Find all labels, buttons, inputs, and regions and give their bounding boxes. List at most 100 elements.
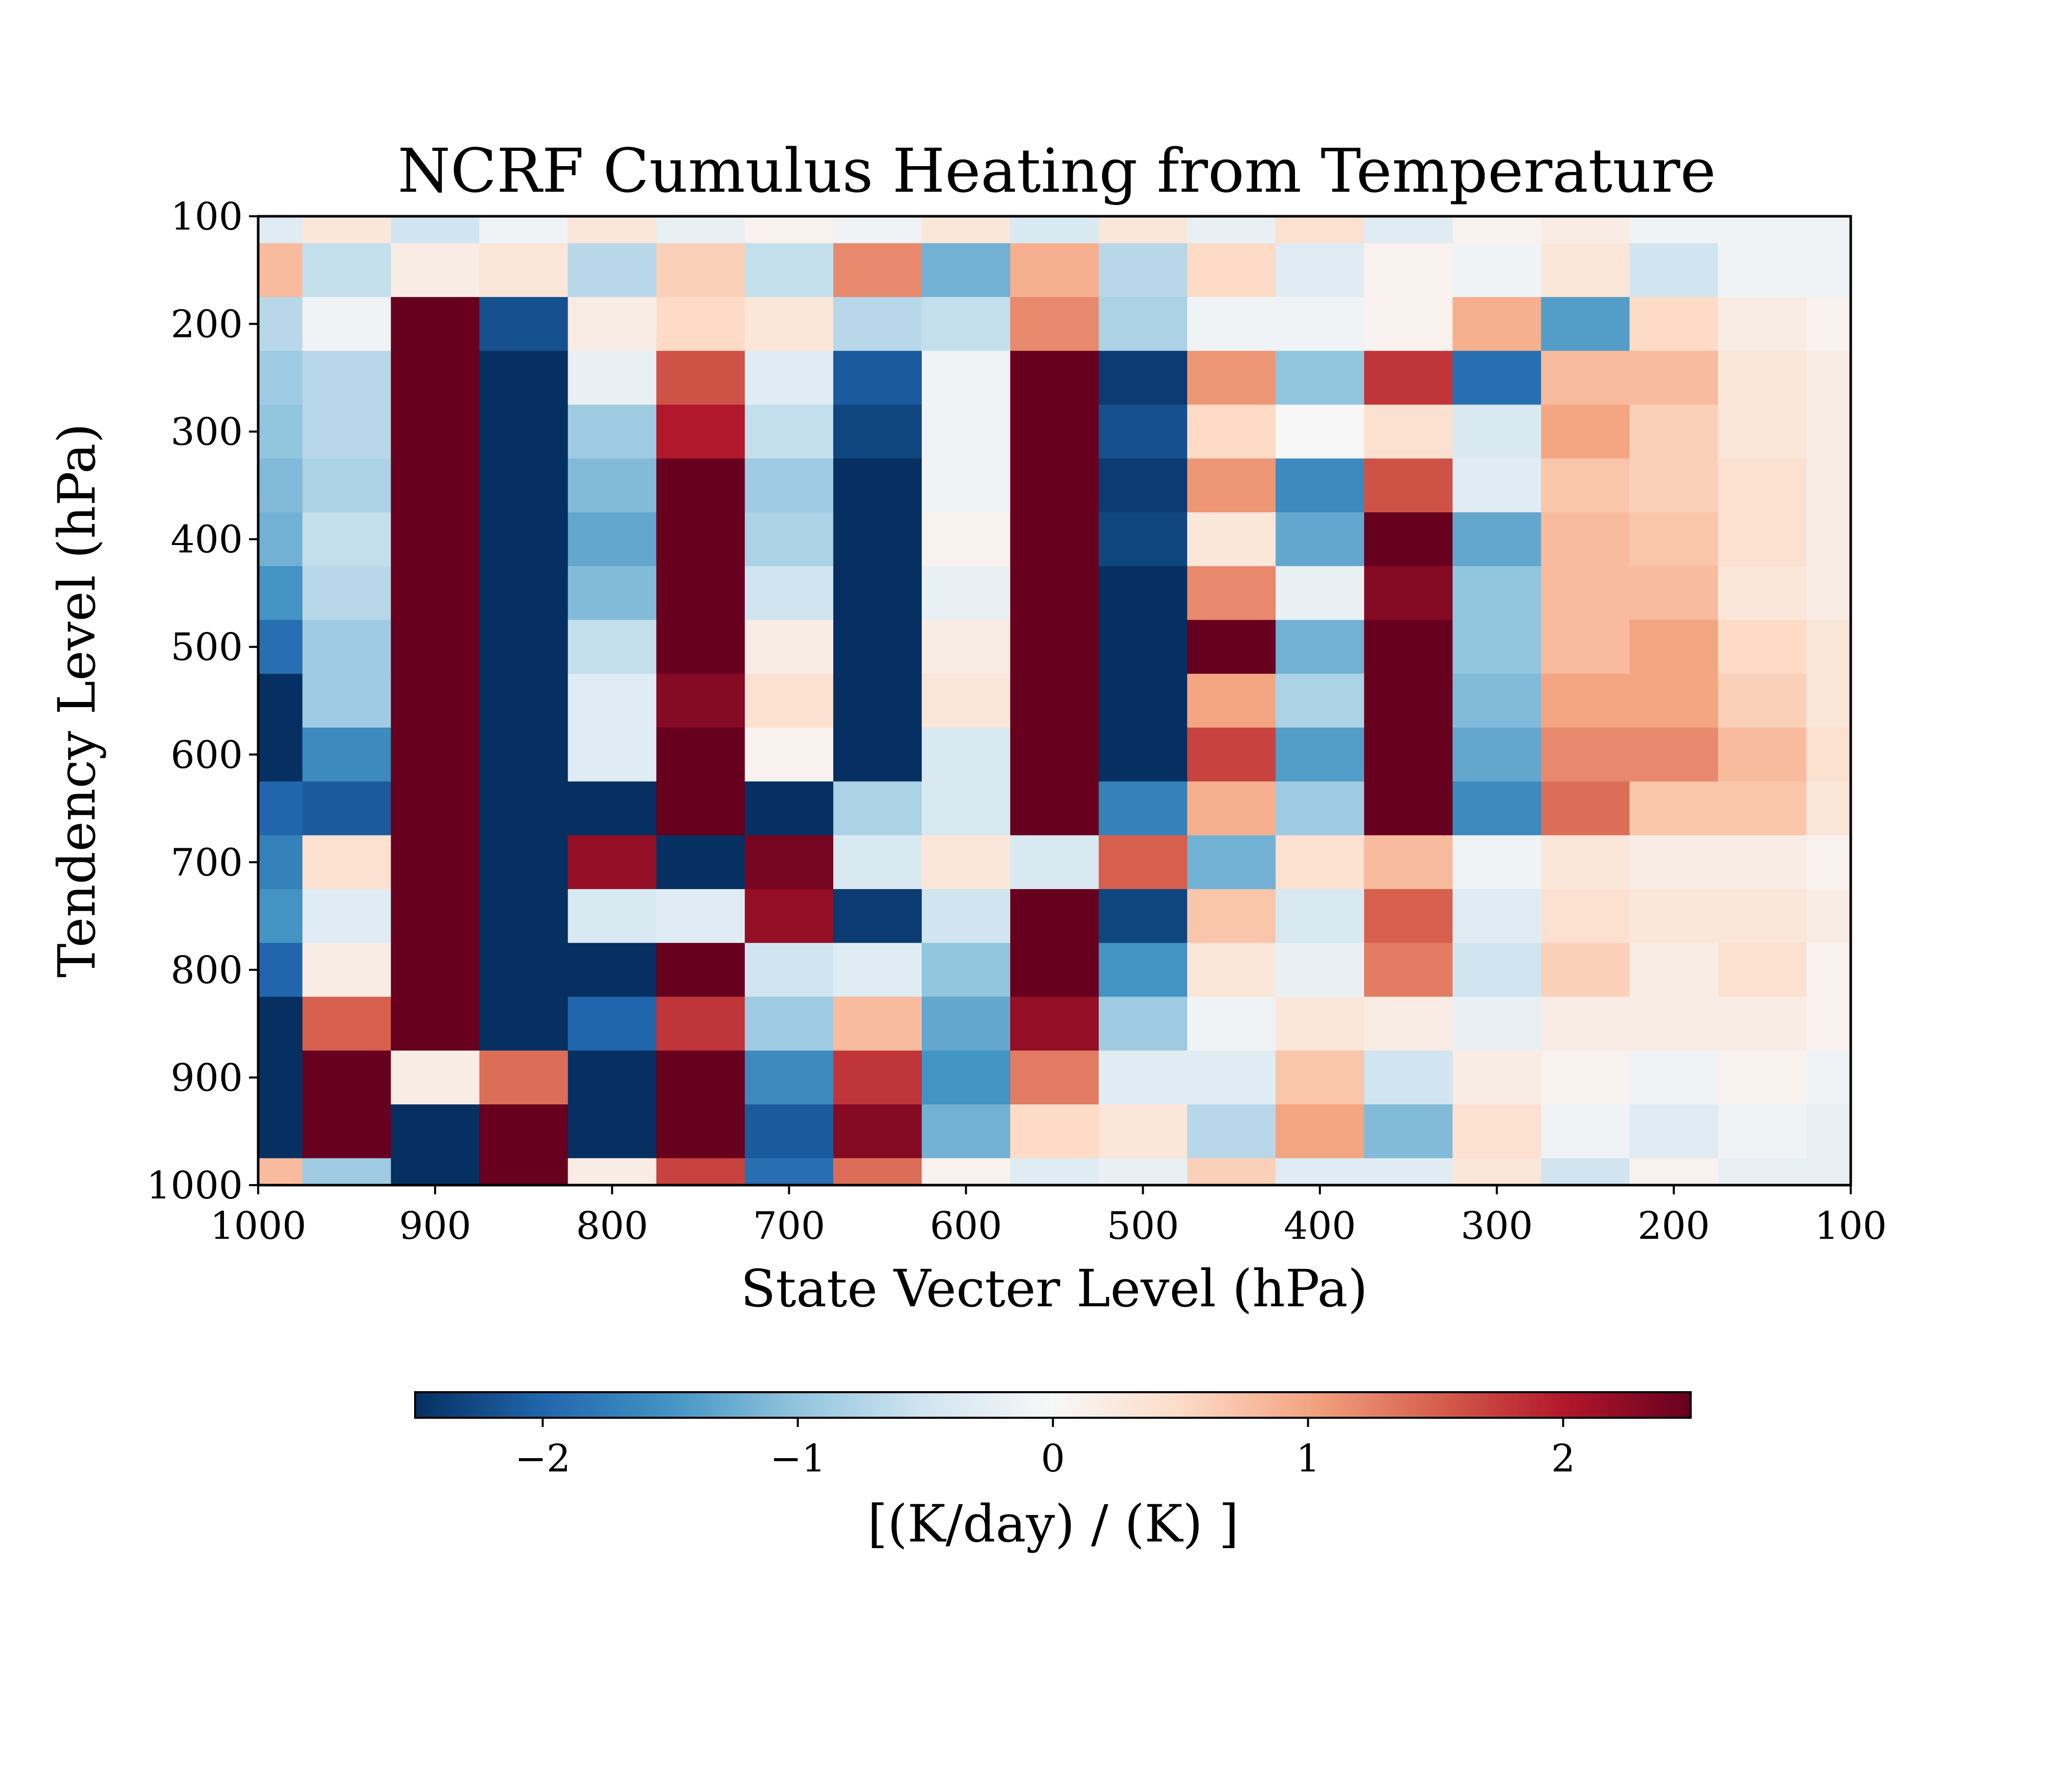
heatmap-cell xyxy=(391,835,480,890)
heatmap-cell xyxy=(391,673,480,728)
heatmap-cell xyxy=(567,1050,657,1105)
heatmap-cell xyxy=(921,512,1011,566)
heatmap-cell xyxy=(1276,404,1365,459)
heatmap-cell xyxy=(833,566,922,621)
heatmap-cell xyxy=(302,351,392,405)
heatmap-cell xyxy=(479,889,569,943)
heatmap-cell xyxy=(833,728,922,782)
heatmap-cell xyxy=(258,781,303,836)
heatmap-cell xyxy=(1099,1104,1188,1159)
heatmap-cell xyxy=(1541,458,1630,513)
heatmap-cell xyxy=(656,351,745,405)
heatmap-cell xyxy=(479,458,569,513)
heatmap-cell xyxy=(1276,512,1365,566)
heatmap-cell xyxy=(744,351,834,405)
heatmap-cell xyxy=(1718,996,1807,1051)
heatmap-cell xyxy=(1629,889,1719,943)
heatmap-cell xyxy=(1187,943,1276,997)
heatmap-cell xyxy=(258,673,303,728)
heatmap-cell xyxy=(1718,728,1807,782)
heatmap-cell xyxy=(1806,1050,1851,1105)
colorbar-tick-label: −2 xyxy=(515,1437,571,1481)
heatmap-cell xyxy=(1187,351,1276,405)
heatmap-cell xyxy=(1806,297,1851,351)
heatmap-cell xyxy=(656,458,745,513)
heatmap-cell xyxy=(258,835,303,890)
heatmap-cell xyxy=(1806,458,1851,513)
x-tick-label: 300 xyxy=(1461,1204,1533,1248)
heatmap-cell xyxy=(656,781,745,836)
heatmap-cell xyxy=(1806,620,1851,674)
heatmap-cell xyxy=(1099,728,1188,782)
heatmap-cell xyxy=(1718,1158,1807,1186)
heatmap-cell xyxy=(833,673,922,728)
heatmap-cell xyxy=(1276,216,1365,244)
heatmap-cell xyxy=(302,996,392,1051)
heatmap-cell xyxy=(1364,458,1453,513)
x-tick-label: 900 xyxy=(399,1204,471,1248)
heatmap-cell xyxy=(258,566,303,621)
heatmap-cell xyxy=(656,943,745,997)
heatmap-cell xyxy=(1364,404,1453,459)
heatmap-cell xyxy=(744,216,834,244)
heatmap-cell xyxy=(833,943,922,997)
heatmap-cell xyxy=(744,781,834,836)
heatmap-cell xyxy=(302,673,392,728)
heatmap-cell xyxy=(391,728,480,782)
y-tick-label: 400 xyxy=(171,518,243,562)
heatmap-cell xyxy=(656,996,745,1051)
heatmap-cell xyxy=(921,728,1011,782)
heatmap-cell xyxy=(1187,458,1276,513)
heatmap-cell xyxy=(567,243,657,298)
heatmap-cell xyxy=(302,243,392,298)
heatmap-cell xyxy=(1187,889,1276,943)
heatmap-cell xyxy=(1364,673,1453,728)
heatmap-cell xyxy=(1187,673,1276,728)
heatmap-cell xyxy=(744,728,834,782)
y-tick-label: 500 xyxy=(171,625,243,669)
y-tick-label: 900 xyxy=(171,1056,243,1100)
heatmap-cell xyxy=(656,404,745,459)
heatmap-cell xyxy=(656,673,745,728)
heatmap-cell xyxy=(479,404,569,459)
heatmap-cell xyxy=(1276,728,1365,782)
heatmap-cell xyxy=(1629,458,1719,513)
heatmap-cell xyxy=(1718,297,1807,351)
heatmap-cell xyxy=(1099,512,1188,566)
heatmap-cell xyxy=(1364,1104,1453,1159)
heatmap-cell xyxy=(656,620,745,674)
heatmap-cell xyxy=(1629,943,1719,997)
heatmap-cell xyxy=(1364,297,1453,351)
heatmap-cell xyxy=(1364,1158,1453,1186)
heatmap-cell xyxy=(1718,781,1807,836)
heatmap-cell xyxy=(921,943,1011,997)
heatmap-cell xyxy=(258,889,303,943)
heatmap-cell xyxy=(744,243,834,298)
heatmap-cell xyxy=(479,943,569,997)
heatmap-cell xyxy=(302,835,392,890)
heatmap-cell xyxy=(1718,673,1807,728)
heatmap-cell xyxy=(833,1050,922,1105)
heatmap-cell xyxy=(1541,297,1630,351)
heatmap-cell xyxy=(744,458,834,513)
heatmap-cell xyxy=(1010,728,1099,782)
heatmap-cell xyxy=(1541,351,1630,405)
heatmap-cell xyxy=(1629,673,1719,728)
heatmap-cell xyxy=(1541,781,1630,836)
heatmap-cell xyxy=(1364,835,1453,890)
heatmap-cell xyxy=(1629,728,1719,782)
heatmap-cell xyxy=(258,297,303,351)
heatmap-cell xyxy=(1718,1050,1807,1105)
heatmap-cell xyxy=(921,996,1011,1051)
heatmap-cell xyxy=(1806,512,1851,566)
heatmap-cell xyxy=(1099,404,1188,459)
plot-frame xyxy=(257,215,1852,1187)
heatmap-cell xyxy=(567,620,657,674)
heatmap-cell xyxy=(1276,1158,1365,1186)
heatmap-cell xyxy=(1276,673,1365,728)
heatmap-cell xyxy=(391,943,480,997)
heatmap-cell xyxy=(1629,781,1719,836)
heatmap-cell xyxy=(1099,297,1188,351)
heatmap-cell xyxy=(1010,889,1099,943)
heatmap-cell xyxy=(1276,1050,1365,1105)
